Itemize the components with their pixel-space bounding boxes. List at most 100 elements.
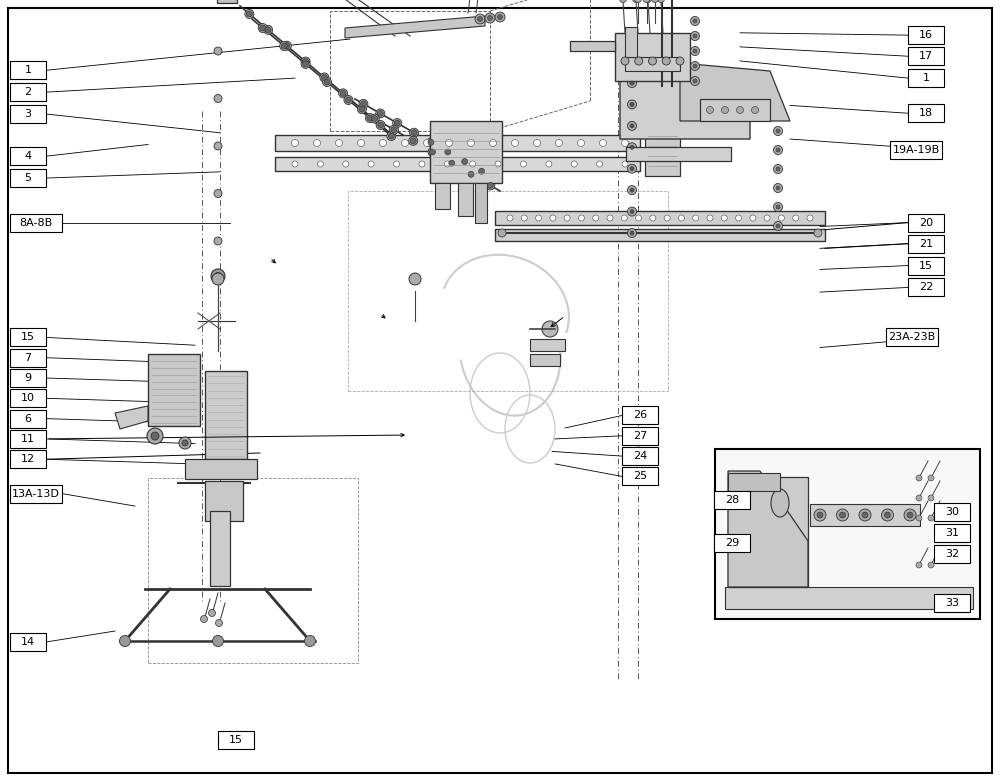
Circle shape <box>556 140 562 147</box>
Circle shape <box>208 609 216 616</box>
Circle shape <box>635 57 643 65</box>
Bar <box>622 426 658 445</box>
Circle shape <box>446 140 452 147</box>
Polygon shape <box>345 16 485 38</box>
Text: 21: 21 <box>919 239 933 248</box>
Circle shape <box>693 19 697 23</box>
Circle shape <box>578 140 584 147</box>
Circle shape <box>258 23 267 33</box>
Circle shape <box>774 165 782 173</box>
Bar <box>10 430 46 448</box>
Circle shape <box>445 149 451 155</box>
Circle shape <box>774 127 782 135</box>
Bar <box>908 69 944 87</box>
Circle shape <box>676 57 684 65</box>
Circle shape <box>387 131 396 141</box>
Bar <box>908 26 944 45</box>
Circle shape <box>736 106 744 113</box>
Circle shape <box>470 161 476 167</box>
Text: 13A-13D: 13A-13D <box>12 489 60 498</box>
Circle shape <box>430 149 436 155</box>
Polygon shape <box>728 471 808 587</box>
Circle shape <box>633 0 640 2</box>
Circle shape <box>546 161 552 167</box>
Circle shape <box>339 89 348 98</box>
Circle shape <box>377 110 383 116</box>
Circle shape <box>507 215 513 221</box>
Text: 7: 7 <box>24 353 32 362</box>
Circle shape <box>477 166 486 176</box>
Polygon shape <box>115 406 148 429</box>
Circle shape <box>630 209 634 213</box>
Circle shape <box>597 161 603 167</box>
Bar <box>934 523 970 542</box>
Circle shape <box>630 166 634 171</box>
Circle shape <box>621 57 629 65</box>
Circle shape <box>678 215 684 221</box>
Text: 5: 5 <box>24 173 32 183</box>
Bar <box>890 141 942 159</box>
Circle shape <box>368 161 374 167</box>
Circle shape <box>690 16 700 26</box>
Circle shape <box>367 115 373 121</box>
Circle shape <box>916 515 922 521</box>
Circle shape <box>534 140 540 147</box>
Text: 25: 25 <box>633 472 647 481</box>
Circle shape <box>411 130 417 136</box>
Circle shape <box>393 119 402 127</box>
Text: 20: 20 <box>919 218 933 227</box>
Circle shape <box>376 120 385 130</box>
Text: 19A-19B: 19A-19B <box>892 145 940 155</box>
Circle shape <box>836 509 848 521</box>
Circle shape <box>359 106 365 112</box>
Bar <box>530 339 565 351</box>
Circle shape <box>778 215 784 221</box>
Bar <box>435 183 450 209</box>
Bar <box>530 354 560 366</box>
Circle shape <box>621 215 627 221</box>
Circle shape <box>928 515 934 521</box>
Circle shape <box>419 161 425 167</box>
Circle shape <box>214 273 222 280</box>
Circle shape <box>776 167 780 171</box>
Bar <box>10 105 46 123</box>
Circle shape <box>495 161 501 167</box>
Circle shape <box>690 31 700 41</box>
Circle shape <box>495 12 505 22</box>
Circle shape <box>314 140 320 147</box>
Circle shape <box>630 231 634 235</box>
Text: 23A-23B: 23A-23B <box>888 333 936 342</box>
Circle shape <box>630 145 634 149</box>
Circle shape <box>635 0 642 2</box>
Circle shape <box>428 148 437 156</box>
Text: 10: 10 <box>21 394 35 403</box>
Circle shape <box>774 184 782 192</box>
Circle shape <box>520 161 526 167</box>
Bar <box>10 633 46 651</box>
Bar <box>908 213 944 232</box>
Circle shape <box>340 91 346 96</box>
Circle shape <box>752 106 759 113</box>
Circle shape <box>644 0 652 2</box>
Circle shape <box>652 0 658 2</box>
Text: 2: 2 <box>24 87 32 97</box>
Circle shape <box>336 140 342 147</box>
Bar <box>908 47 944 66</box>
Circle shape <box>394 161 400 167</box>
Circle shape <box>394 120 400 126</box>
Text: 15: 15 <box>21 333 35 342</box>
Circle shape <box>776 186 780 190</box>
Bar <box>148 478 358 663</box>
Bar <box>908 256 944 275</box>
Text: 24: 24 <box>633 451 647 461</box>
Circle shape <box>564 215 570 221</box>
Circle shape <box>512 140 518 147</box>
Bar <box>330 11 490 131</box>
Circle shape <box>468 171 474 177</box>
Bar <box>728 473 780 491</box>
Circle shape <box>648 57 656 65</box>
Circle shape <box>304 636 316 647</box>
Circle shape <box>301 57 310 66</box>
Bar <box>714 490 750 509</box>
Circle shape <box>707 215 713 221</box>
